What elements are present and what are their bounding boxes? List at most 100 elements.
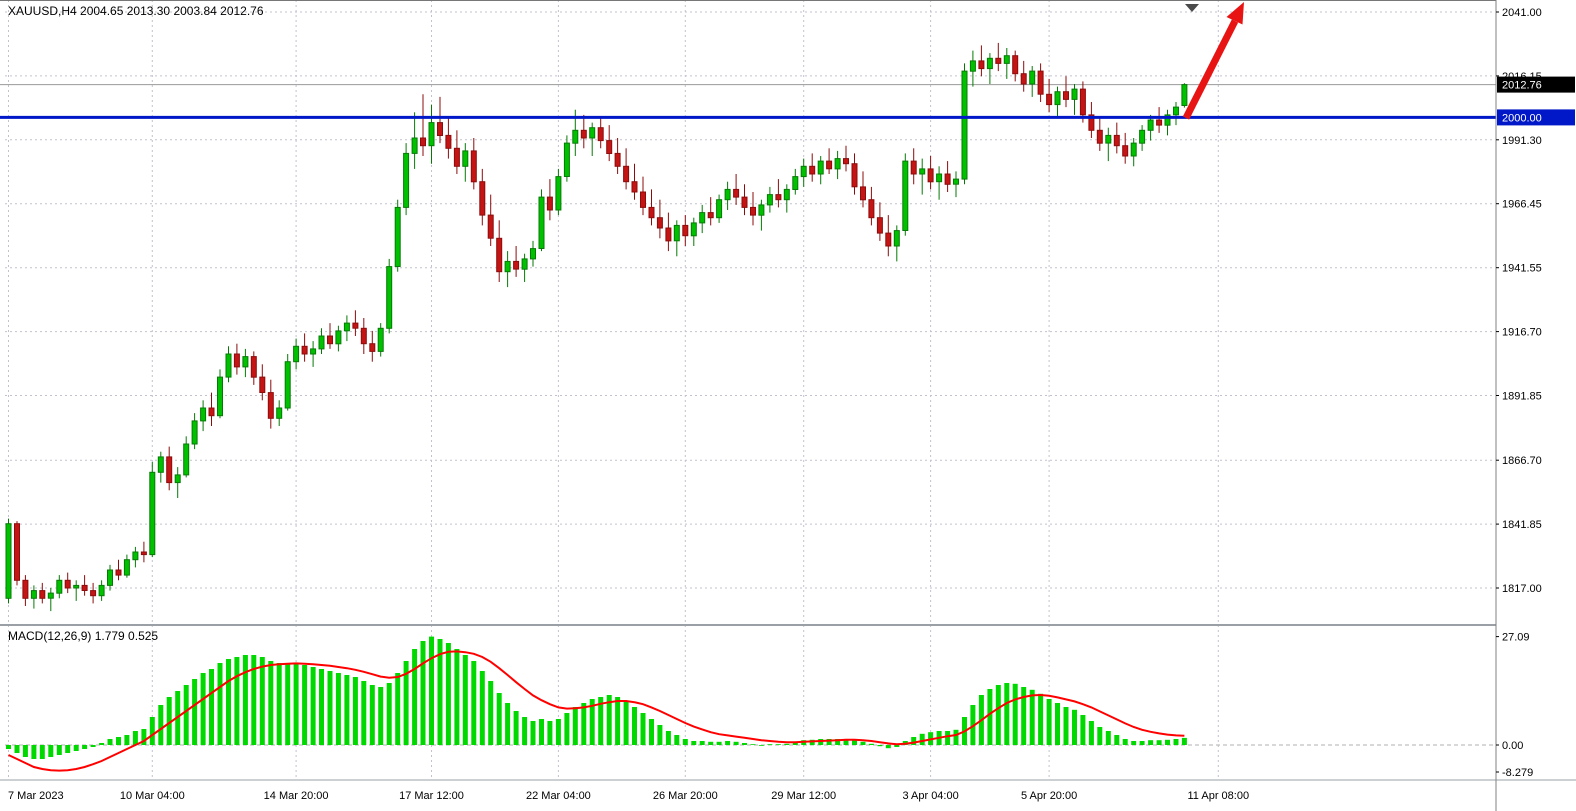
- candle: [504, 251, 511, 288]
- candle: [166, 446, 173, 491]
- candle: [513, 246, 520, 277]
- time-axis-label: 17 Mar 12:00: [399, 790, 464, 802]
- candle: [580, 114, 587, 149]
- candle: [1003, 48, 1010, 79]
- candle: [284, 354, 291, 411]
- trend-arrow-annotation[interactable]: [1182, 2, 1244, 120]
- macd-axis[interactable]: 27.09 0.00 -8.279: [1496, 632, 1533, 779]
- macd-histogram: [6, 636, 1187, 759]
- price-axis-label: 1941.55: [1502, 263, 1542, 275]
- candle: [868, 186, 875, 226]
- candle: [1130, 138, 1137, 167]
- time-axis[interactable]: 7 Mar 2023 10 Mar 04:00 14 Mar 20:00 17 Mar…: [8, 790, 1249, 802]
- candle: [995, 42, 1002, 72]
- candle: [360, 318, 367, 354]
- candle: [800, 158, 807, 187]
- candle: [64, 572, 71, 594]
- price-axis[interactable]: 2041.002016.151991.301966.451941.551916.…: [1496, 7, 1542, 595]
- candle: [978, 45, 985, 77]
- candle: [1156, 107, 1163, 133]
- candle: [1139, 125, 1146, 151]
- candle: [56, 575, 63, 599]
- candle: [487, 194, 494, 246]
- candle: [217, 369, 223, 419]
- candle: [893, 225, 900, 262]
- time-axis-label: 26 Mar 20:00: [653, 790, 718, 802]
- candle: [1164, 109, 1171, 136]
- candle: [386, 258, 393, 334]
- candle: [242, 348, 249, 378]
- price-axis-label: 1966.45: [1502, 199, 1542, 211]
- price-axis-label: 1866.70: [1502, 455, 1542, 467]
- candle: [132, 546, 139, 568]
- candle: [834, 150, 841, 180]
- candle: [157, 451, 164, 483]
- candle: [47, 588, 54, 612]
- candle: [707, 197, 714, 226]
- candle: [200, 400, 207, 432]
- candle: [1113, 122, 1120, 154]
- time-axis-label: 29 Mar 12:00: [771, 790, 836, 802]
- candle: [876, 202, 883, 241]
- time-axis-label: 5 Apr 20:00: [1021, 790, 1077, 802]
- candle: [335, 325, 342, 352]
- candle: [910, 148, 917, 185]
- candle: [860, 171, 866, 208]
- candle: [90, 582, 97, 604]
- candle: [191, 413, 198, 450]
- candle: [885, 215, 892, 257]
- candle: [589, 122, 596, 156]
- chart-quote-header: XAUUSD,H4 2004.65 2013.30 2003.84 2012.7…: [8, 4, 264, 18]
- candle: [22, 575, 29, 606]
- candle: [775, 179, 782, 208]
- candle: [293, 338, 300, 370]
- macd-axis-label: 0.00: [1502, 740, 1523, 752]
- price-axis-label: 1817.00: [1502, 583, 1542, 595]
- candle: [107, 564, 113, 591]
- candle: [538, 189, 545, 252]
- price-axis-label: 1891.85: [1502, 391, 1542, 403]
- candle: [546, 179, 553, 221]
- candle: [1088, 102, 1095, 138]
- macd-axis-label: 27.09: [1502, 632, 1530, 644]
- candle: [140, 541, 147, 563]
- candle: [555, 168, 562, 216]
- candle: [149, 462, 156, 558]
- candle: [969, 50, 976, 87]
- candle: [1122, 132, 1129, 164]
- candle: [377, 323, 384, 357]
- price-axis-label: 1991.30: [1502, 135, 1542, 147]
- candle: [614, 138, 621, 174]
- candle: [673, 220, 680, 257]
- candle: [233, 343, 240, 375]
- candle: [724, 181, 731, 210]
- candle: [682, 215, 689, 246]
- candle: [623, 148, 630, 190]
- candle: [530, 240, 536, 267]
- candle: [496, 220, 503, 282]
- chart-shift-marker-icon[interactable]: [1185, 4, 1199, 12]
- candle: [1079, 81, 1086, 123]
- bid-price-badge: 2012.76: [1497, 76, 1575, 93]
- candle: [276, 400, 283, 426]
- candle: [352, 310, 359, 336]
- candle: [927, 156, 934, 190]
- candle: [470, 138, 477, 190]
- candle: [437, 96, 443, 144]
- candle: [826, 148, 833, 174]
- candle: [39, 582, 46, 604]
- candle: [716, 194, 723, 223]
- candle: [1063, 76, 1069, 108]
- candle: [267, 379, 274, 429]
- time-axis-label: 14 Mar 20:00: [264, 790, 329, 802]
- candle: [1147, 114, 1154, 141]
- candle: [403, 143, 410, 216]
- candle: [656, 199, 663, 239]
- candle: [1096, 117, 1103, 151]
- candle: [369, 330, 376, 362]
- candle: [428, 104, 435, 164]
- candle: [1071, 84, 1078, 115]
- candle: [986, 53, 993, 84]
